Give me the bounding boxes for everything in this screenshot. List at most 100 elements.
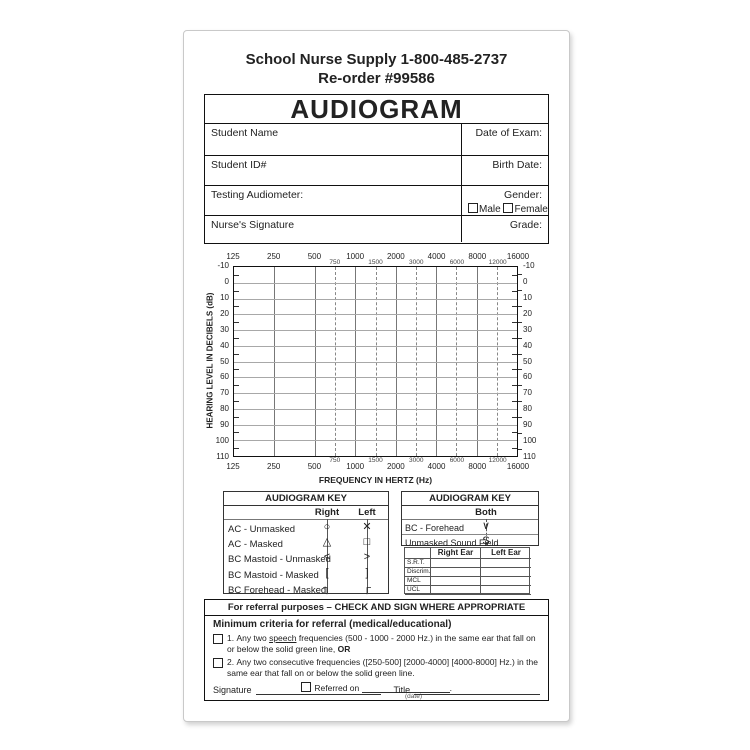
axis-label: 40: [523, 340, 532, 350]
key-row: AC - Masked △ □: [224, 535, 388, 550]
grid-line: [234, 416, 239, 418]
referred-on-row: Referred on .: [205, 681, 548, 693]
key-row-label: BC Forehead - Masked: [228, 584, 327, 596]
axis-label: 12000: [488, 259, 507, 266]
axis-label: 500: [307, 462, 322, 471]
male-checkbox[interactable]: [468, 203, 478, 213]
axis-label: 110: [523, 452, 536, 461]
period: .: [449, 682, 452, 693]
axis-label: 3000: [408, 457, 424, 464]
axis-label: 70: [523, 388, 532, 398]
criteria2-checkbox[interactable]: [213, 658, 223, 669]
right-column-guide-line: [327, 519, 328, 594]
grid-line: [234, 306, 239, 308]
grid-line: [518, 449, 522, 451]
student-name-field: Student Name: [205, 124, 462, 155]
axis-label: 10: [220, 292, 229, 302]
criteria1-text: 1. Any two speech frequencies (500 - 100…: [227, 633, 536, 654]
audiometer-row: Testing Audiometer: Gender: Male Female: [205, 186, 548, 216]
axis-label: 80: [523, 404, 532, 414]
grid-line: [234, 424, 517, 426]
circle-symbol: ○: [323, 521, 331, 533]
female-checkbox[interactable]: [503, 203, 514, 213]
reorder-number: Re-order #99586: [318, 70, 435, 87]
audiogram-chart: HEARING LEVEL IN DECIBELS (dB) FREQUENCY…: [204, 249, 549, 493]
grid-line: [512, 448, 517, 450]
criteria1-checkbox[interactable]: [213, 634, 223, 644]
grid-line: [234, 274, 239, 276]
axis-label: 10: [523, 292, 532, 302]
both-column-header: Both: [475, 507, 497, 518]
x-axis-title: FREQUENCY IN HERTZ (Hz): [318, 475, 433, 485]
signature-row: Signature Title: [213, 684, 541, 695]
key-title: AUDIOGRAM KEY: [402, 492, 538, 506]
grid-line: [512, 274, 517, 276]
axis-label: 20: [523, 308, 532, 318]
measure-label-discrim: Discrim.: [405, 568, 431, 577]
grid-line: [518, 321, 522, 323]
birth-date-field: Birth Date:: [492, 159, 542, 171]
grid-line: [518, 353, 522, 355]
grid-line: [518, 273, 522, 275]
gender-label: Gender:: [504, 189, 542, 201]
referred-checkbox[interactable]: [300, 681, 311, 692]
axis-label: 16000: [506, 462, 530, 471]
axis-label: 0: [224, 276, 229, 286]
male-label: Male: [479, 204, 501, 215]
measure-label-mcl: MCL: [405, 577, 431, 586]
axis-label: 100: [523, 436, 537, 446]
grid-line: [512, 337, 517, 339]
grid-line: [234, 385, 239, 387]
axis-label: 50: [220, 356, 229, 366]
axis-label: 750: [329, 259, 341, 266]
grid-line: [234, 322, 239, 324]
axis-label: 110: [216, 452, 229, 461]
axis-label: 100: [215, 436, 229, 446]
grid-line: [234, 400, 239, 402]
axis-label: 12000: [488, 457, 507, 464]
key-row: AC - Unmasked ○ ✕: [224, 520, 388, 535]
ear-measure-cell: [481, 559, 531, 568]
right-angle-symbol: >: [363, 551, 371, 564]
axis-label: 500: [307, 252, 322, 261]
criteria2-text: 2. Any two consecutive frequencies ([250…: [227, 657, 538, 678]
date-of-exam-field: Date of Exam:: [475, 127, 542, 139]
page-title: AUDIOGRAM: [205, 95, 548, 124]
grid-line: [234, 345, 517, 347]
axis-label: 125: [226, 462, 240, 471]
grid-line: [234, 282, 517, 284]
ear-measure-cell: [431, 559, 481, 568]
grid-line: [234, 393, 517, 394]
right-column-header: Right: [314, 507, 340, 518]
ear-table-corner-cell: [405, 548, 431, 559]
nurse-signature-row: Nurse's Signature Grade:: [205, 216, 548, 242]
grade-field: Grade:: [509, 219, 542, 231]
student-id-row: Student ID# Birth Date:: [205, 156, 548, 186]
key-row: BC Mastoid - Masked [ ]: [224, 566, 388, 581]
axis-label: 8000: [468, 462, 487, 471]
signature-blank: [255, 684, 382, 695]
axis-label: 1000: [346, 462, 365, 471]
key-row: BC - Forehead ∨: [402, 520, 538, 535]
right-ear-header: Right Ear: [431, 548, 481, 559]
student-name-row: Student Name Date of Exam:: [205, 124, 548, 156]
key-row-label: BC - Forehead: [405, 523, 465, 533]
both-column-guide-line: [486, 519, 487, 545]
measure-label-ucl: UCL: [405, 586, 431, 595]
axis-label: 4000: [427, 462, 446, 471]
grid-line: [234, 369, 239, 371]
grid-line: [512, 353, 517, 355]
referred-date-blank: [361, 684, 450, 693]
ear-measures-table: Right Ear Left Ear S.R.T. Discrim. MCL U…: [404, 547, 531, 595]
axis-label: 30: [220, 324, 229, 334]
audiogram-key-ears: AUDIOGRAM KEY Right Left AC - Unmasked ○…: [223, 491, 389, 596]
square-symbol: □: [363, 536, 371, 549]
grid-line: [234, 314, 517, 316]
axis-label: 50: [523, 356, 532, 366]
key-column-headers: Both: [402, 506, 538, 520]
grid-line: [518, 289, 522, 291]
grid-line: [512, 416, 517, 418]
axis-label: 40: [220, 340, 229, 350]
ear-measure-cell: [481, 586, 531, 595]
grid-line: [518, 385, 522, 387]
